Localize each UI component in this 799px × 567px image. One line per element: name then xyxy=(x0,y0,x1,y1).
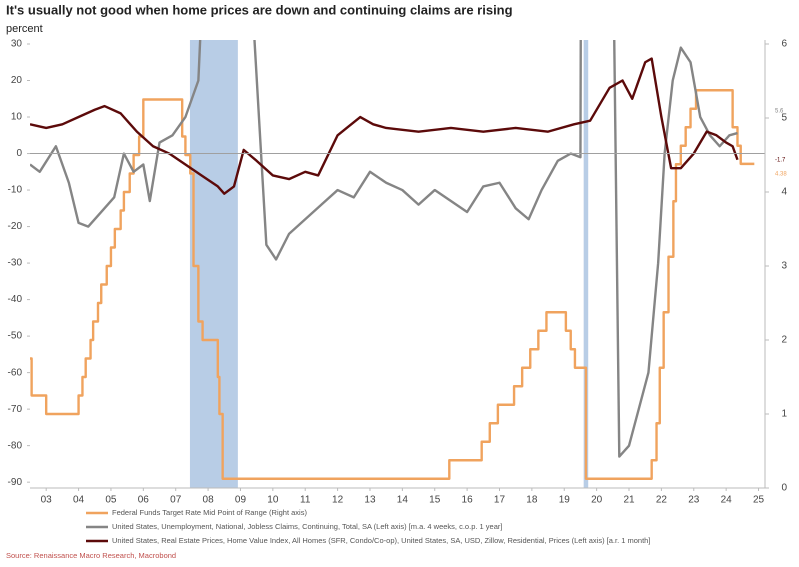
end-label: 5.6 xyxy=(775,109,784,115)
y2-tick-label: 5 xyxy=(781,113,787,124)
legend-label: Federal Funds Target Rate Mid Point of R… xyxy=(112,508,307,517)
y2-tick-label: 3 xyxy=(781,261,787,272)
y-tick-label: -80 xyxy=(8,440,23,451)
x-tick-label: 04 xyxy=(73,495,85,506)
y2-tick-label: 6 xyxy=(781,39,787,50)
x-tick-label: 22 xyxy=(656,495,668,506)
x-tick-label: 08 xyxy=(203,495,215,506)
x-tick-label: 12 xyxy=(332,495,344,506)
y-tick-label: 0 xyxy=(16,148,22,159)
x-tick-label: 25 xyxy=(753,495,765,506)
x-tick-label: 13 xyxy=(364,495,376,506)
end-label: -1.7 xyxy=(775,157,786,163)
x-tick-label: 17 xyxy=(494,495,506,506)
y-tick-label: -70 xyxy=(8,404,23,415)
x-tick-label: 21 xyxy=(623,495,635,506)
x-tick-label: 23 xyxy=(688,495,700,506)
y-tick-label: 20 xyxy=(11,75,23,86)
y2-tick-label: 1 xyxy=(781,409,787,420)
y2-tick-label: 4 xyxy=(781,187,787,198)
x-tick-label: 03 xyxy=(41,495,53,506)
x-tick-label: 15 xyxy=(429,495,441,506)
legend-label: United States, Real Estate Prices, Home … xyxy=(112,536,650,545)
recession-band xyxy=(583,40,589,488)
legend-label: United States, Unemployment, National, J… xyxy=(112,522,502,531)
x-tick-label: 10 xyxy=(267,495,279,506)
series-line xyxy=(30,40,738,458)
x-tick-label: 07 xyxy=(170,495,182,506)
x-tick-label: 20 xyxy=(591,495,603,506)
y-tick-label: -60 xyxy=(8,367,23,378)
series-line xyxy=(30,89,755,480)
y2-tick-label: 0 xyxy=(781,483,787,494)
recession-band xyxy=(189,40,238,488)
chart-title: It's usually not good when home prices a… xyxy=(6,2,513,17)
x-tick-label: 06 xyxy=(138,495,150,506)
y-tick-label: 30 xyxy=(11,39,23,50)
y-tick-label: 10 xyxy=(11,112,23,123)
x-tick-label: 11 xyxy=(300,495,311,506)
x-tick-label: 24 xyxy=(721,495,733,506)
x-tick-label: 14 xyxy=(397,495,409,506)
x-tick-label: 16 xyxy=(462,495,474,506)
source: Source: Renaissance Macro Research, Macr… xyxy=(6,551,176,560)
y-axis-label: percent xyxy=(6,23,43,35)
y-tick-label: -50 xyxy=(8,331,23,342)
x-tick-label: 19 xyxy=(559,495,571,506)
y-tick-label: -20 xyxy=(8,221,23,232)
y-tick-label: -30 xyxy=(8,258,23,269)
y2-tick-label: 2 xyxy=(781,335,787,346)
y-tick-label: -90 xyxy=(8,477,23,488)
line-layer xyxy=(30,40,755,480)
recession-layer xyxy=(189,40,589,488)
x-tick-label: 09 xyxy=(235,495,247,506)
y-tick-label: -10 xyxy=(8,185,23,196)
end-label: 4.38 xyxy=(775,171,787,177)
x-tick-label: 05 xyxy=(105,495,117,506)
x-tick-label: 18 xyxy=(526,495,538,506)
y-tick-label: -40 xyxy=(8,294,23,305)
series-line xyxy=(30,57,739,195)
